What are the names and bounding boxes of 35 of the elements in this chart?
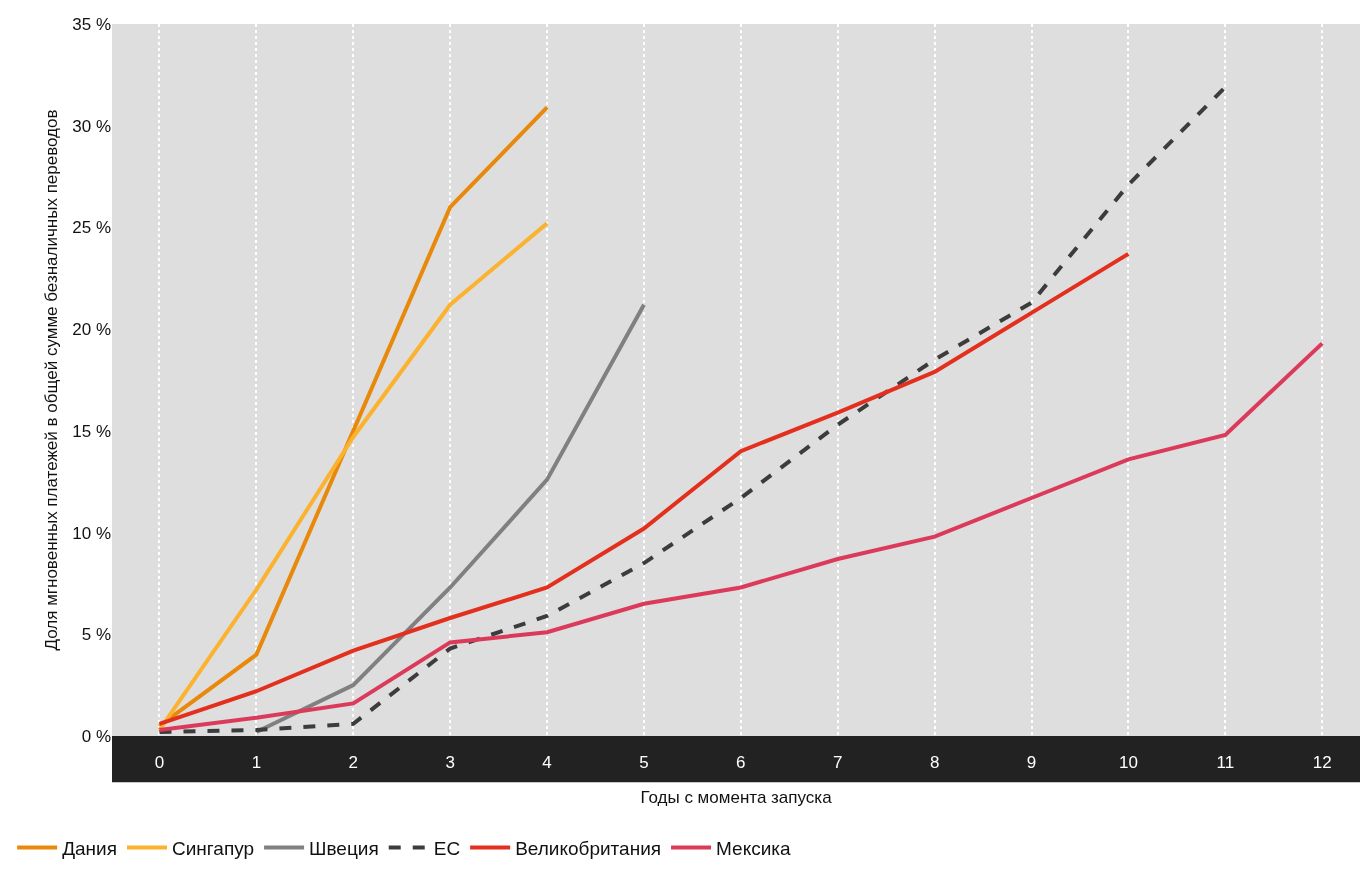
x-tick-label: 5	[639, 753, 649, 772]
x-tick-label: 11	[1216, 753, 1235, 772]
legend-label: Сингапур	[172, 837, 255, 859]
y-tick-label: 35 %	[72, 14, 111, 34]
line-series	[157, 251, 1131, 726]
y-axis-title: Доля мгновенных платежей в общей сумме безналичных переводов	[41, 109, 61, 651]
x-tick-label: 4	[542, 753, 552, 772]
legend-label: ЕС	[433, 837, 461, 859]
legend-label: Мексика	[716, 837, 792, 859]
x-tick-label: 8	[929, 753, 940, 772]
y-tick-label: 15 %	[72, 421, 111, 441]
x-axis-title: Годы с момента запуска	[640, 788, 833, 808]
y-tick-label: 0 %	[81, 726, 111, 746]
x-tick-label: 6	[736, 753, 746, 772]
line-series	[157, 221, 550, 732]
x-tick-label: 1	[251, 753, 262, 772]
line-series	[157, 85, 1228, 734]
x-tick-label: 2	[348, 753, 358, 772]
x-tick-label: 3	[445, 753, 455, 772]
line-series	[157, 341, 1325, 732]
legend-label: Дания	[62, 837, 117, 859]
x-tick-label: 9	[1026, 753, 1037, 772]
legend-label: Швеция	[309, 837, 379, 859]
legend-label: Великобритания	[515, 837, 662, 859]
y-tick-label: 30 %	[72, 116, 111, 136]
y-tick-label: 10 %	[72, 523, 111, 543]
y-tick-label: 25 %	[72, 218, 111, 238]
x-tick-label: 10	[1118, 753, 1138, 772]
x-tick-label: 12	[1312, 753, 1332, 772]
x-tick-label: 7	[833, 753, 843, 772]
line-series	[254, 302, 646, 734]
line-series	[157, 105, 550, 728]
y-tick-label: 20 %	[72, 320, 111, 340]
x-tick-label: 0	[154, 753, 165, 772]
y-tick-label: 5 %	[81, 625, 111, 645]
